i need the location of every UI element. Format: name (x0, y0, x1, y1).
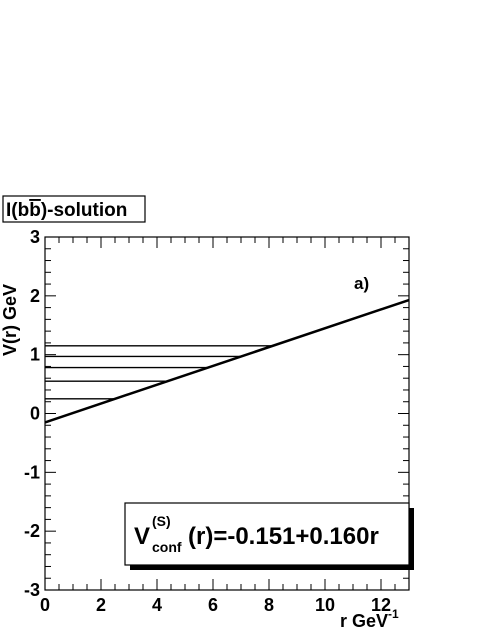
title-main: I(b (6, 200, 29, 221)
x-tick-label: 2 (96, 595, 106, 615)
x-tick-label: 10 (315, 595, 335, 615)
formula-annotation: V (S) conf (r)=-0.151+0.160r (124, 502, 414, 570)
x-tick-label: 6 (208, 595, 218, 615)
x-axis-title: r GeV-1 (340, 607, 399, 631)
formula-box (124, 502, 410, 566)
x-tick-label: 4 (152, 595, 162, 615)
chart-title: I(bb)-solution (2, 195, 146, 223)
title-bar: b (29, 200, 41, 221)
x-tick-label: 8 (264, 595, 274, 615)
formula-sub: conf (152, 539, 182, 555)
title-end: )-solution (41, 200, 128, 221)
formula-sup: (S) (152, 513, 171, 529)
x-axis-title-sup: -1 (388, 607, 399, 621)
y-tick-label: 2 (30, 286, 40, 306)
energy-levels (45, 345, 273, 400)
x-tick-label: 12 (371, 595, 391, 615)
y-tick-label: -1 (24, 462, 40, 482)
formula-base: V (134, 523, 150, 550)
formula-rest: (r)=-0.151+0.160r (188, 523, 379, 550)
y-tick-label: 0 (30, 404, 40, 424)
title-box (2, 195, 146, 223)
y-tick-label: -2 (24, 521, 40, 541)
panel-tag: a) (354, 274, 369, 293)
svg-text:I(bb)-solution: I(bb)-solution (6, 200, 127, 221)
x-tick-label: 0 (40, 595, 50, 615)
y-tick-label: -3 (24, 580, 40, 600)
y-tick-label: 1 (30, 345, 40, 365)
y-tick-label: 3 (30, 227, 40, 247)
series-lines (44, 298, 410, 424)
y-axis-title: V(r) GeV (0, 284, 20, 356)
potential-line (44, 298, 410, 424)
axis-ticks (44, 236, 410, 591)
x-axis-title-main: r GeV (340, 611, 388, 631)
